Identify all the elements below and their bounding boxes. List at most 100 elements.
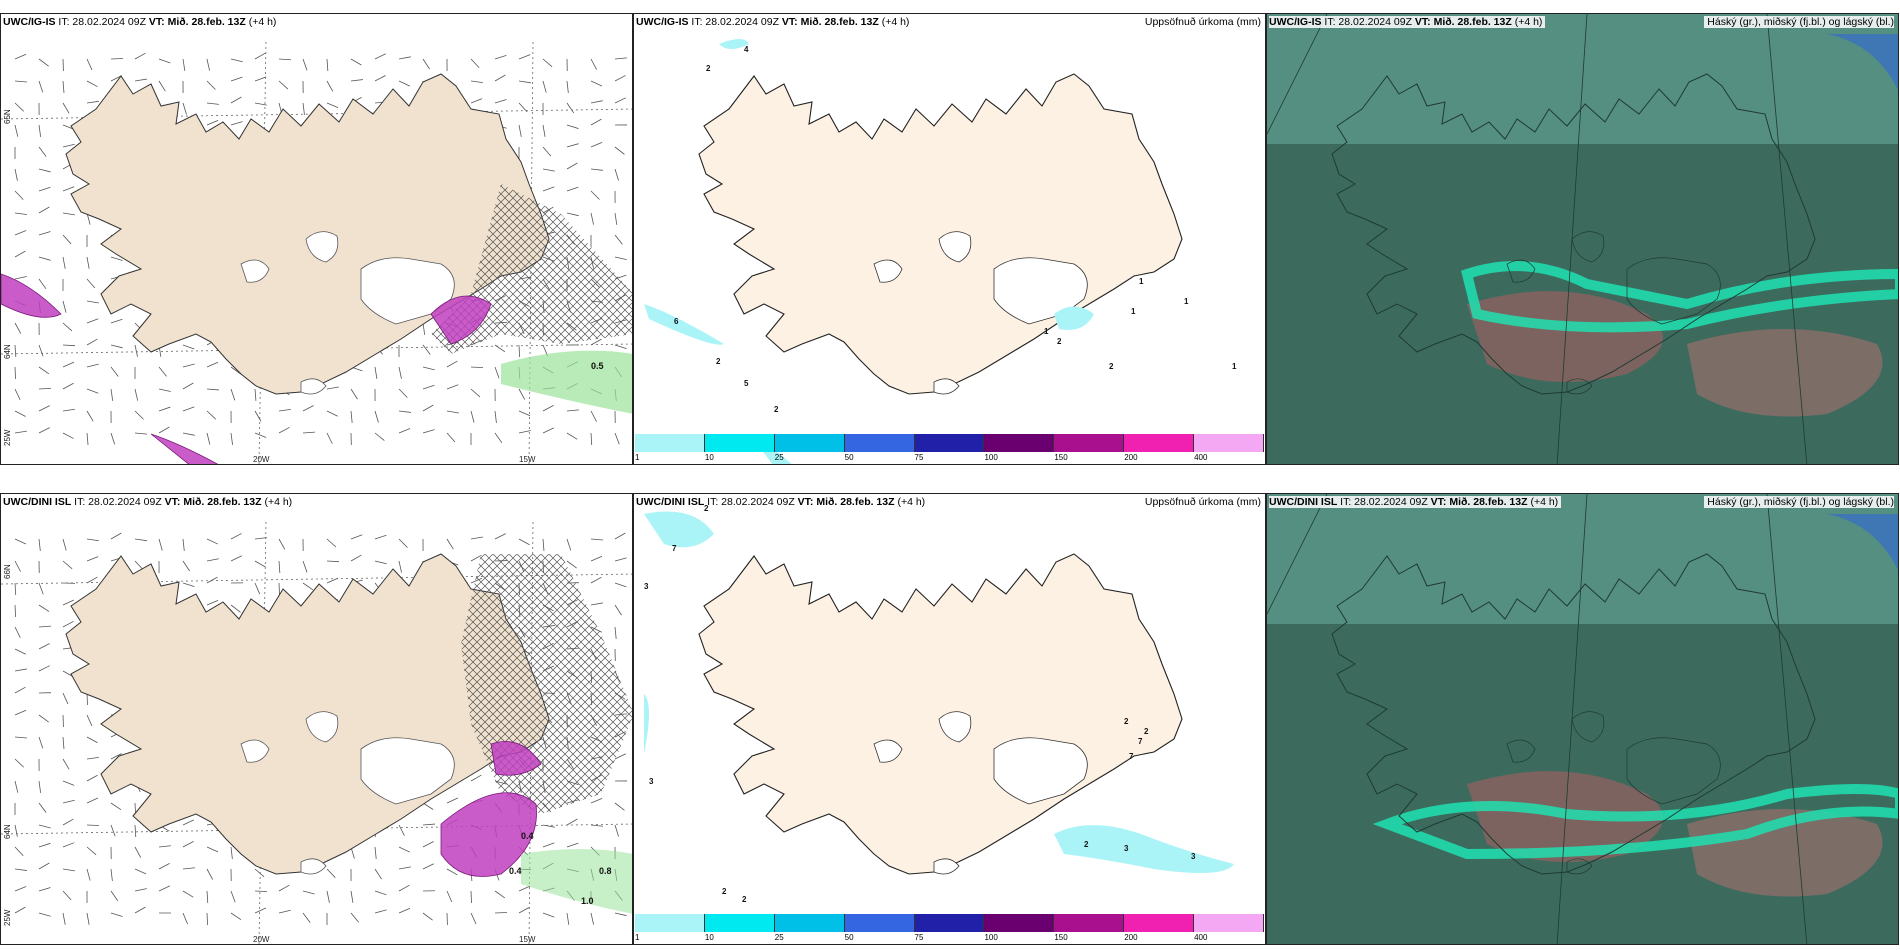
precip-area (644, 511, 714, 548)
wind-barb (590, 168, 603, 171)
wind-barb (518, 54, 531, 60)
wind-barb (374, 432, 385, 441)
wind-barb (614, 212, 618, 225)
wind-barb (206, 432, 211, 445)
row2-wind-panel: UWC/DINI ISL IT: 28.02.2024 09Z VT: Mið.… (0, 493, 633, 945)
colorbar-label: 10 (704, 453, 714, 462)
wind-barb (494, 432, 503, 444)
colorbar-label: 150 (1054, 453, 1068, 462)
colorbar-swatch (984, 914, 1055, 932)
glacier (305, 711, 339, 743)
wind-barb (134, 906, 146, 914)
colorbar-labels: 1 10 25 50 75 100 150 200 400 (635, 932, 1264, 944)
wind-barb (350, 890, 354, 903)
wind-barb (494, 54, 507, 60)
wind-barb (134, 538, 147, 542)
wind-barb (470, 58, 480, 69)
wind-barb (38, 186, 51, 192)
wind-barb (38, 842, 51, 848)
grid-line (1766, 14, 1808, 464)
wind-barb (302, 912, 311, 923)
precip-value-label: 3 (644, 582, 649, 591)
wind-barb (422, 429, 435, 434)
wind-barb (62, 599, 75, 606)
wind-barb (38, 146, 47, 157)
wind-barb (590, 602, 603, 606)
valid-time: Mið. 28.feb. 13Z (167, 16, 246, 28)
wind-barb (422, 384, 435, 390)
colorbar-label: 400 (1194, 933, 1208, 942)
wind-barb (86, 846, 97, 856)
wind-barb (38, 405, 50, 412)
wind-barb (62, 186, 75, 192)
precip-contour (440, 792, 537, 877)
wind-barb (14, 212, 27, 215)
wind-barb (566, 143, 579, 148)
wind-barb (182, 560, 190, 572)
wind-barb (62, 300, 67, 313)
colorbar-swatch (1194, 914, 1265, 932)
hatched-area (461, 554, 632, 814)
lon-label-left: 25W (3, 429, 12, 446)
wind-barb (566, 409, 579, 412)
wind-barb (182, 432, 195, 436)
init-time: IT: 28.02.2024 09Z (1324, 16, 1412, 28)
wind-barb (38, 604, 50, 612)
valid-time: Mið. 28.feb. 13Z (1449, 496, 1528, 508)
wind-barb (374, 366, 378, 379)
wind-barb (350, 912, 359, 923)
valid-time-label: VT: (797, 496, 814, 508)
glacier (240, 259, 270, 283)
lon-label-20w: 20W (253, 455, 270, 464)
wind-barb (158, 58, 171, 64)
precip-value-label: 2 (774, 405, 779, 414)
wind-barb (230, 96, 242, 104)
wind-barb (38, 887, 51, 892)
wind-barb (38, 124, 42, 137)
wind-barb (518, 80, 531, 84)
model-name: UWC/DINI ISL (636, 496, 705, 508)
contour-value-label: 1.0 (581, 896, 594, 906)
init-time: IT: 28.02.2024 09Z (1340, 496, 1428, 508)
precip-area (1054, 825, 1234, 873)
wind-barb (62, 538, 67, 551)
wind-barb (566, 538, 572, 551)
wind-barb (494, 74, 506, 82)
glacier-outline (1626, 737, 1721, 805)
wind-barb (590, 410, 597, 422)
valid-time-label: VT: (781, 16, 798, 28)
precip-value-label: 1 (1139, 277, 1144, 286)
wind-barb (566, 818, 578, 826)
grid-line (1766, 494, 1808, 944)
wind-barb (326, 58, 329, 71)
wind-barb (302, 890, 315, 895)
contour-value-label: 0.5 (591, 361, 604, 371)
wind-barb (470, 80, 483, 84)
glacier-outline (1571, 231, 1605, 263)
wind-barb (254, 432, 267, 438)
wind-barb (206, 599, 219, 606)
wind-barb (542, 427, 555, 434)
colorbar-label: 75 (914, 933, 924, 942)
wind-barb (38, 912, 51, 917)
wind-barb (542, 824, 555, 828)
wind-barb (62, 408, 75, 412)
wind-barb (134, 344, 138, 357)
wind-barb (350, 79, 363, 82)
wind-barb (86, 774, 98, 782)
wind-barb (374, 868, 382, 880)
wind-barb (38, 168, 51, 173)
glacier (360, 737, 455, 805)
valid-time: Mið. 28.feb. 13Z (1433, 16, 1512, 28)
wind-barb (350, 410, 353, 423)
wind-barb (206, 868, 214, 880)
cloud-contour-band (1461, 261, 1898, 333)
wind-barb (86, 756, 99, 760)
wind-barb (398, 824, 405, 836)
wind-barb (590, 538, 603, 541)
contour-value-label: 0.8 (599, 866, 612, 876)
wind-barb (494, 366, 500, 379)
model-name: UWC/DINI ISL (3, 496, 72, 508)
wind-barb (86, 388, 99, 394)
precip-contour (150, 433, 219, 464)
